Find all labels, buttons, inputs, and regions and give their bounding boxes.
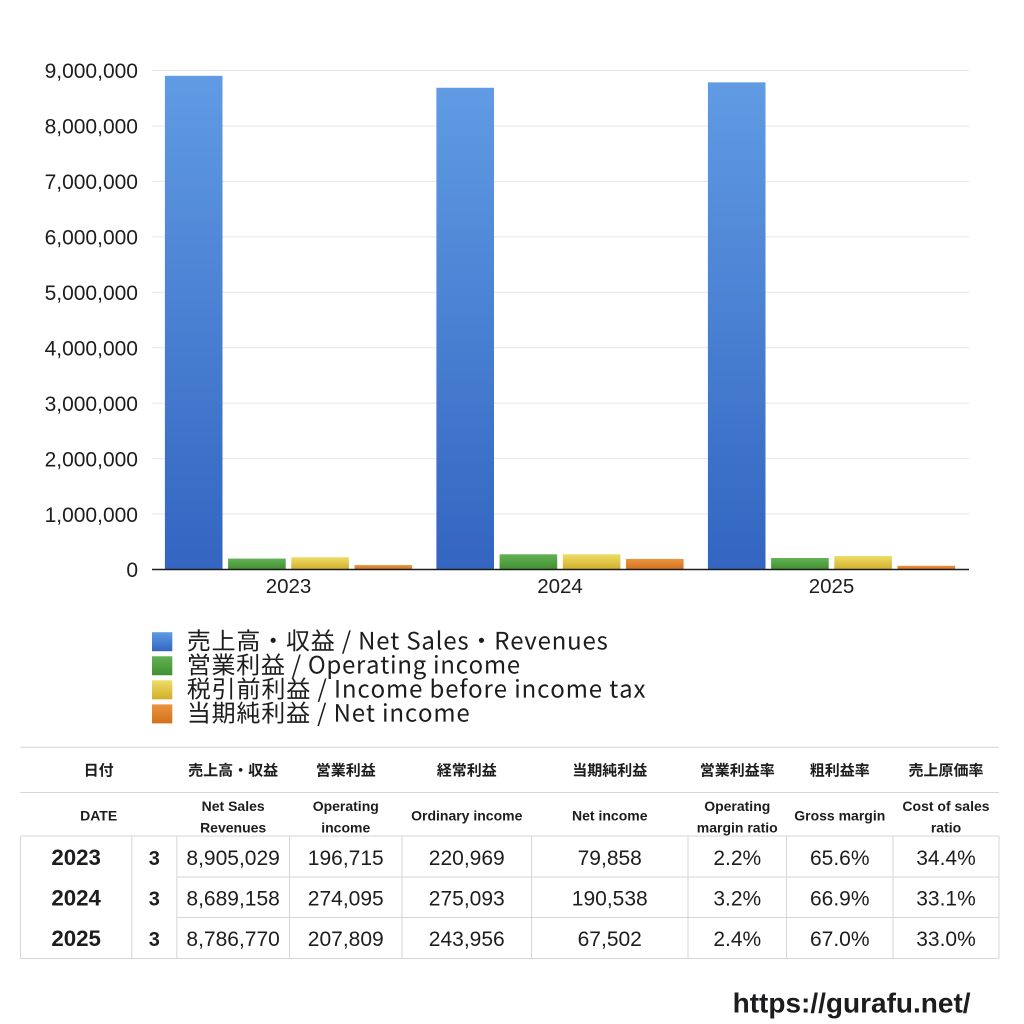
svg-text:8,689,158: 8,689,158 — [186, 888, 279, 911]
svg-text:4,000,000: 4,000,000 — [45, 337, 138, 360]
svg-text:7,000,000: 7,000,000 — [45, 171, 138, 194]
svg-text:9,000,000: 9,000,000 — [45, 60, 138, 83]
svg-text:34.4%: 34.4% — [916, 847, 976, 870]
svg-text:Cost of sales: Cost of sales — [902, 798, 989, 814]
svg-text:Operating: Operating — [704, 798, 770, 814]
svg-text:79,858: 79,858 — [578, 847, 642, 870]
svg-text:65.6%: 65.6% — [810, 847, 870, 870]
svg-text:Operating: Operating — [313, 798, 379, 814]
svg-text:3,000,000: 3,000,000 — [45, 393, 138, 416]
svg-text:67,502: 67,502 — [578, 928, 642, 951]
svg-text:8,000,000: 8,000,000 — [45, 116, 138, 139]
svg-text:5,000,000: 5,000,000 — [45, 282, 138, 305]
svg-text:0: 0 — [126, 559, 138, 582]
svg-text:Net Sales: Net Sales — [202, 798, 265, 814]
svg-text:Revenues: Revenues — [200, 820, 266, 836]
svg-text:3.2%: 3.2% — [713, 888, 761, 911]
svg-text:6,000,000: 6,000,000 — [45, 227, 138, 250]
svg-text:2025: 2025 — [51, 926, 101, 951]
svg-text:2024: 2024 — [51, 886, 101, 911]
svg-text:207,809: 207,809 — [308, 928, 384, 951]
svg-text:33.0%: 33.0% — [916, 928, 976, 951]
svg-text:274,095: 274,095 — [308, 888, 384, 911]
svg-text:3: 3 — [149, 889, 160, 911]
svg-text:https://gurafu.net/: https://gurafu.net/ — [733, 987, 971, 1018]
svg-text:275,093: 275,093 — [429, 888, 505, 911]
svg-text:8,786,770: 8,786,770 — [186, 928, 279, 951]
svg-text:ratio: ratio — [931, 820, 961, 836]
svg-text:Gross margin: Gross margin — [794, 807, 885, 823]
svg-text:66.9%: 66.9% — [810, 888, 870, 911]
svg-text:1,000,000: 1,000,000 — [45, 504, 138, 527]
svg-text:220,969: 220,969 — [429, 847, 505, 870]
svg-text:196,715: 196,715 — [308, 847, 384, 870]
svg-text:3: 3 — [149, 929, 160, 951]
svg-text:67.0%: 67.0% — [810, 928, 870, 951]
svg-text:8,905,029: 8,905,029 — [186, 847, 279, 870]
svg-text:2024: 2024 — [537, 575, 583, 598]
svg-text:33.1%: 33.1% — [916, 888, 976, 911]
svg-text:2023: 2023 — [51, 845, 101, 870]
svg-text:2023: 2023 — [266, 575, 312, 598]
svg-text:2,000,000: 2,000,000 — [45, 448, 138, 471]
svg-text:margin ratio: margin ratio — [697, 820, 778, 836]
svg-text:Net income: Net income — [572, 807, 648, 823]
svg-text:income: income — [321, 820, 370, 836]
svg-text:2.2%: 2.2% — [713, 847, 761, 870]
svg-text:Ordinary income: Ordinary income — [411, 807, 522, 823]
svg-text:3: 3 — [149, 848, 160, 870]
svg-text:2.4%: 2.4% — [713, 928, 761, 951]
svg-text:190,538: 190,538 — [572, 888, 648, 911]
svg-text:2025: 2025 — [809, 575, 855, 598]
svg-text:DATE: DATE — [80, 807, 117, 823]
svg-text:243,956: 243,956 — [429, 928, 505, 951]
